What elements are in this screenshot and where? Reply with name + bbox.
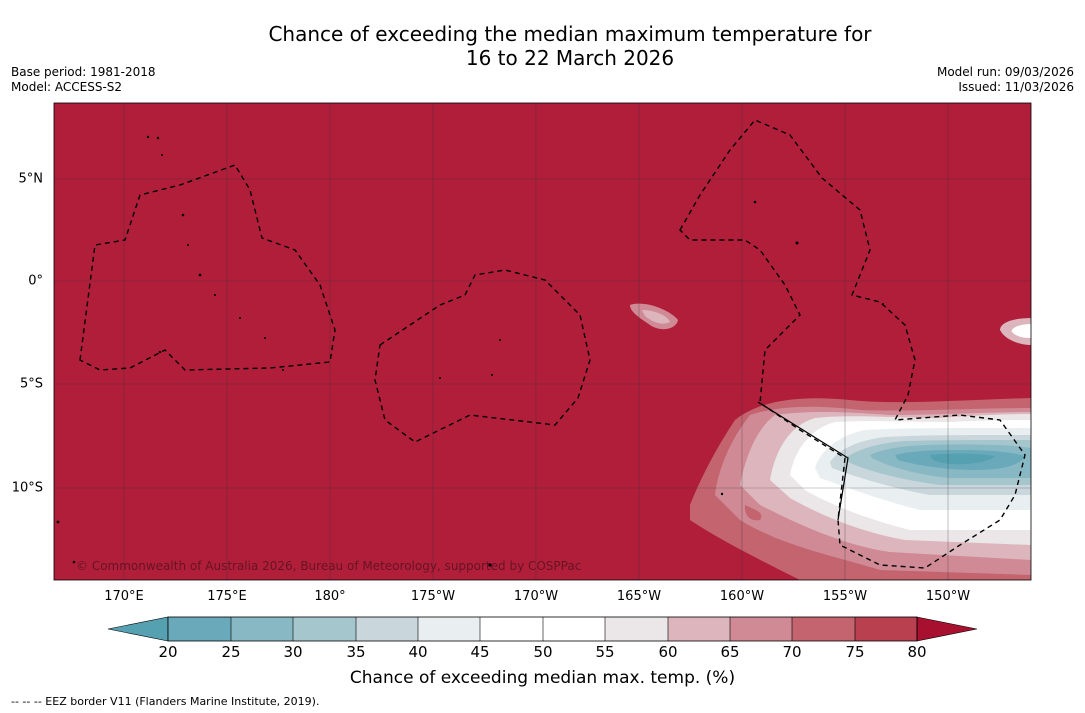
colorbar-bin-65-70 [730, 617, 792, 641]
colorbar-label: Chance of exceeding median max. temp. (%… [349, 668, 736, 688]
colorbar-bin-40-45 [418, 617, 480, 641]
issued-text: Issued: 11/03/2026 [958, 80, 1074, 94]
meta-left: Base period: 1981-2018 Model: ACCESS-S2 [11, 65, 156, 95]
map-title-line1: Chance of exceeding the median maximum t… [268, 22, 872, 46]
eez-line-islands [679, 119, 1026, 569]
colorbar-bin-75-80 [855, 617, 917, 641]
colorbar-bin-70-75 [792, 617, 855, 641]
colorbar-bin-30-35 [293, 617, 356, 641]
y-tick-10s: 10°S [11, 480, 43, 496]
colorbar-bin-20-25 [168, 617, 231, 641]
cbar-tick-75: 75 [845, 643, 865, 661]
model-text: Model: ACCESS-S2 [11, 80, 123, 94]
x-tick-160w: 160°W [719, 589, 765, 604]
y-tick-5s: 5°S [19, 376, 43, 392]
colorbar-bin-25-30 [231, 617, 293, 641]
x-tick-150w: 150°W [925, 589, 971, 604]
cbar-tick-50: 50 [533, 643, 553, 661]
colorbar-above-arrow [916, 616, 978, 642]
x-tick-170e: 170°E [104, 589, 144, 604]
y-tick-0: 0° [28, 273, 43, 289]
cbar-tick-45: 45 [470, 643, 490, 661]
boundary-line [757, 401, 849, 521]
se-pocket [744, 505, 762, 521]
blob-central-light [642, 310, 670, 324]
cbar-tick-35: 35 [346, 643, 366, 661]
copyright-text: © Commonwealth of Australia 2026, Bureau… [76, 559, 582, 573]
cbar-tick-60: 60 [658, 643, 678, 661]
islands [56, 135, 884, 567]
map-title: Chance of exceeding the median maximum t… [0, 22, 1085, 70]
colorbar-below-arrow [107, 616, 169, 642]
colorbar-bin-45-50 [480, 617, 543, 641]
eez-borders [79, 119, 1026, 569]
x-tick-175w: 175°W [410, 589, 456, 604]
colorbar-bin-60-65 [668, 617, 730, 641]
x-tick-170w: 170°W [513, 589, 559, 604]
y-tick-5n: 5°N [18, 171, 44, 187]
model-run-text: Model run: 09/03/2026 [936, 65, 1074, 79]
cbar-tick-40: 40 [408, 643, 428, 661]
anomaly-field [630, 303, 1031, 580]
x-tick-180: 180° [314, 589, 346, 604]
blob-east-white [1011, 324, 1031, 338]
x-tick-175e: 175°E [207, 589, 247, 604]
x-tick-165w: 165°W [616, 589, 662, 604]
cbar-tick-25: 25 [221, 643, 241, 661]
map-frame [53, 102, 1032, 581]
se-layer-below-20 [930, 453, 995, 465]
graticule [54, 103, 1031, 580]
cbar-tick-30: 30 [283, 643, 303, 661]
colorbar-bin-50-55 [543, 617, 605, 641]
eez-phoenix [374, 269, 591, 443]
meta-right: Model run: 09/03/2026 Issued: 11/03/2026 [937, 65, 1074, 95]
cbar-tick-65: 65 [720, 643, 740, 661]
cbar-tick-20: 20 [158, 643, 178, 661]
cbar-tick-55: 55 [595, 643, 615, 661]
colorbar [107, 616, 978, 642]
eez-legend-note: -- -- -- EEZ border V11 (Flanders Marine… [11, 695, 320, 708]
colorbar-bin-35-40 [356, 617, 418, 641]
x-tick-155w: 155°W [822, 589, 868, 604]
map-title-line2: 16 to 22 March 2026 [465, 46, 675, 70]
cbar-tick-80: 80 [907, 643, 927, 661]
base-period-text: Base period: 1981-2018 [11, 65, 156, 79]
cbar-tick-70: 70 [782, 643, 802, 661]
colorbar-bin-55-60 [605, 617, 668, 641]
